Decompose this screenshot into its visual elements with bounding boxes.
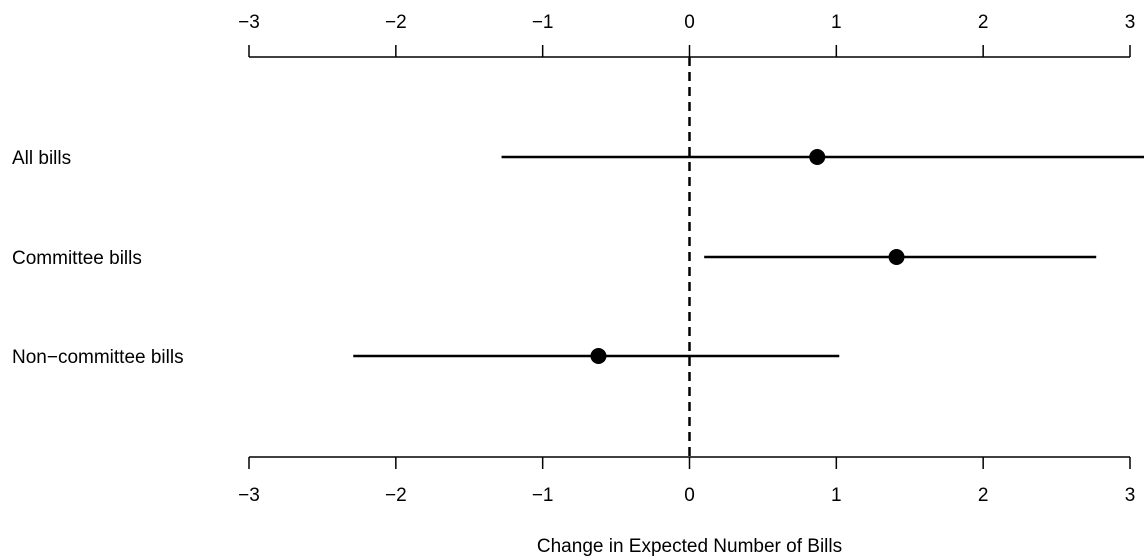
tick-label: 3 <box>1125 485 1136 506</box>
category-label: All bills <box>12 148 71 169</box>
tick-label: 1 <box>831 485 842 506</box>
point-estimate <box>809 149 826 165</box>
category-labels: All bills Committee bills Non−committee bi… <box>12 148 184 368</box>
point-estimate <box>590 348 607 364</box>
tick-label: 1 <box>831 12 842 33</box>
bottom-axis: −3 −2 −1 0 1 2 3 <box>238 456 1136 506</box>
tick-label: −1 <box>532 485 554 506</box>
point-estimate <box>888 249 905 265</box>
tick-label: −3 <box>238 12 260 33</box>
category-label: Committee bills <box>12 248 142 269</box>
tick-label: −1 <box>532 12 554 33</box>
tick-label: 0 <box>684 12 695 33</box>
point-estimates <box>590 149 905 364</box>
category-label: Non−committee bills <box>12 347 184 368</box>
x-axis-title: Change in Expected Number of Bills <box>537 536 842 557</box>
top-axis: −3 −2 −1 0 1 2 3 <box>238 12 1136 58</box>
confidence-intervals <box>353 155 1144 358</box>
tick-label: 3 <box>1125 12 1136 33</box>
tick-label: −2 <box>385 485 407 506</box>
tick-label: 2 <box>978 485 989 506</box>
tick-label: −3 <box>238 485 260 506</box>
tick-label: −2 <box>385 12 407 33</box>
tick-label: 2 <box>978 12 989 33</box>
tick-label: 0 <box>684 485 695 506</box>
